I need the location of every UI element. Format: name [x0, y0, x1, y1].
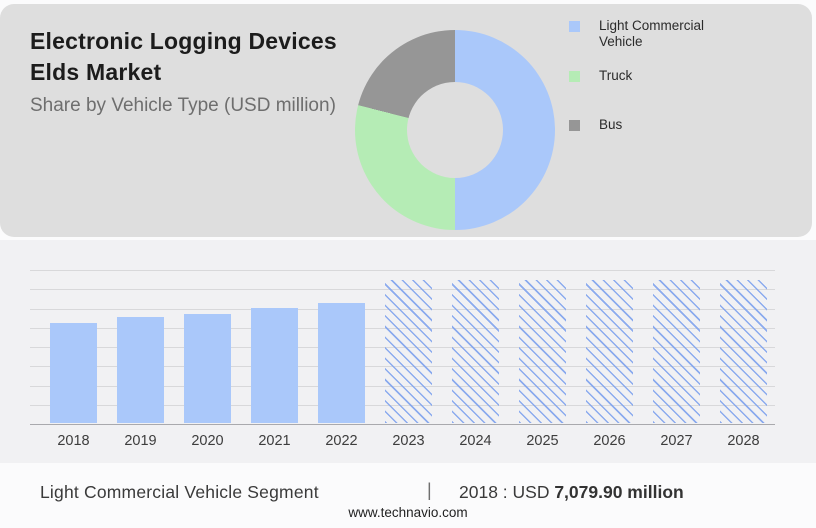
forecast-bar-2023	[385, 280, 432, 423]
x-tick-label-2020: 2020	[191, 433, 224, 449]
footer-url: www.technavio.com	[348, 505, 468, 520]
caption-value-prefix: 2018 : USD	[459, 482, 555, 502]
x-tick-label-2023: 2023	[392, 433, 425, 449]
page-title: Electronic Logging Devices Elds Market	[30, 28, 337, 85]
x-tick-label-2018: 2018	[57, 433, 90, 449]
x-tick-label-2021: 2021	[258, 433, 291, 449]
x-tick-label-2022: 2022	[325, 433, 358, 449]
forecast-bar-2024	[452, 280, 499, 423]
legend-swatch-icon	[569, 71, 580, 82]
page-subtitle: Share by Vehicle Type (USD million)	[30, 95, 336, 116]
x-tick-label-2019: 2019	[124, 433, 157, 449]
x-tick-label-2025: 2025	[526, 433, 559, 449]
bar-2019	[117, 317, 164, 423]
donut-chart	[355, 30, 555, 230]
bar-2018	[50, 323, 97, 423]
forecast-bar-2028	[720, 280, 767, 423]
forecast-bar-2026	[586, 280, 633, 423]
legend-label: Bus	[599, 117, 623, 132]
legend-item-light-commercial-vehicle: Light Commercial Vehicle	[569, 18, 749, 50]
x-axis-line	[30, 424, 775, 425]
bar-chart-card: 2018 2019 2020 2021 2022 2023 2024 2025 2026 2027…	[0, 240, 816, 463]
x-tick-label-2026: 2026	[593, 433, 626, 449]
caption-separator: |	[427, 480, 432, 500]
x-tick-label-2028: 2028	[727, 433, 760, 449]
gridline	[30, 270, 775, 271]
caption-segment-name: Light Commercial Vehicle Segment	[40, 482, 319, 502]
bar-2022	[318, 303, 365, 423]
bar-chart-plot	[30, 270, 775, 425]
caption-value: 2018 : USD 7,079.90 million	[459, 482, 684, 503]
legend-item-bus: Bus	[569, 117, 749, 133]
x-tick-label-2024: 2024	[459, 433, 492, 449]
bar-2021	[251, 308, 298, 423]
legend-swatch-icon	[569, 120, 580, 131]
legend-item-truck: Truck	[569, 68, 749, 84]
forecast-bar-2025	[519, 280, 566, 423]
donut-hole	[407, 82, 503, 178]
bar-2020	[184, 314, 231, 423]
legend-label: Truck	[599, 68, 633, 83]
x-tick-label-2027: 2027	[660, 433, 693, 449]
caption-value-bold: 7,079.90 million	[554, 482, 684, 502]
forecast-bar-2027	[653, 280, 700, 423]
legend-label: Light Commercial Vehicle	[599, 18, 705, 49]
legend-swatch-icon	[569, 21, 580, 32]
header-panel: Electronic Logging Devices Elds Market S…	[0, 4, 812, 237]
